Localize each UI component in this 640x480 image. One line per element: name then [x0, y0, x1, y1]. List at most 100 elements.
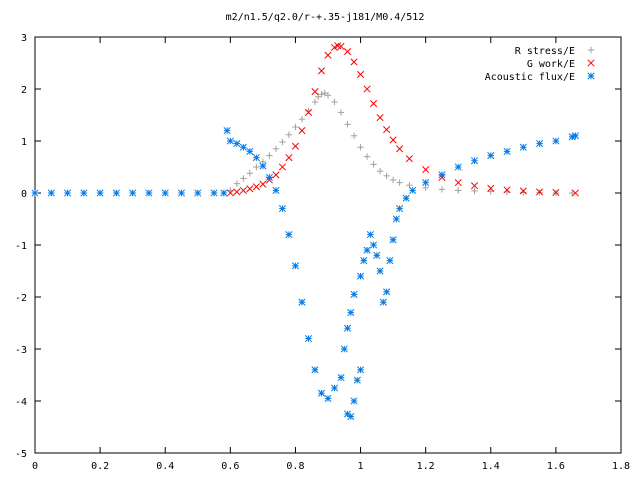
y-tick-label: -4 [15, 397, 27, 408]
data-point [396, 145, 404, 153]
series-2 [31, 127, 579, 421]
legend-label: R stress/E [515, 46, 575, 57]
data-point [503, 147, 511, 155]
data-point [357, 144, 364, 151]
data-point [246, 147, 254, 155]
data-point [470, 182, 479, 190]
data-point [161, 189, 169, 197]
data-point [220, 189, 228, 197]
x-tick-label: 1.8 [612, 461, 630, 472]
data-point [292, 123, 299, 131]
data-point [318, 91, 325, 98]
data-point [311, 88, 319, 96]
y-tick-label: -3 [15, 345, 27, 356]
x-tick-label: 1.6 [547, 461, 565, 472]
data-point [129, 189, 137, 197]
data-point [392, 215, 400, 223]
data-point [519, 143, 527, 151]
data-point [317, 67, 326, 75]
x-tick-label: 1 [358, 461, 364, 472]
y-tick-label: 3 [21, 33, 27, 44]
y-tick-label: -1 [15, 241, 27, 252]
data-point [304, 108, 313, 116]
legend-label: Acoustic flux/E [485, 72, 575, 83]
data-point [347, 309, 355, 317]
data-point [239, 186, 247, 194]
data-point [383, 288, 391, 296]
data-point [252, 183, 260, 191]
data-point [291, 142, 299, 150]
data-point [571, 189, 579, 197]
data-point [343, 48, 352, 56]
data-point [239, 143, 247, 151]
data-point [285, 231, 293, 239]
data-point [226, 137, 234, 145]
data-point [331, 98, 338, 106]
axes: 0 0.2 0.4 0.6 0.8 1 1.2 1.4 1.6 1.8 3 2 1 0 -1 -2 -3 -4 -5 [15, 33, 630, 472]
data-point [396, 179, 403, 186]
data-point [487, 152, 495, 160]
x-tick-label: 0 [32, 461, 38, 472]
data-point [112, 189, 120, 197]
data-point [552, 188, 560, 197]
data-point [265, 173, 273, 181]
data-point [272, 171, 280, 179]
data-point [337, 109, 345, 116]
x-tick-label: 0.4 [156, 461, 174, 472]
data-point [240, 175, 247, 182]
data-point [409, 186, 417, 194]
data-point [285, 131, 293, 138]
data-point [252, 154, 260, 162]
y-tick-label: -5 [15, 449, 27, 460]
data-point [233, 188, 241, 196]
data-point [455, 187, 462, 194]
legend-marker [587, 59, 595, 67]
data-point [353, 376, 361, 384]
data-point [438, 186, 446, 193]
data-point [177, 189, 186, 197]
data-point [321, 89, 328, 97]
data-point [422, 166, 430, 174]
data-point [379, 298, 387, 306]
data-point [389, 136, 397, 144]
x-tick-label: 0.8 [286, 461, 304, 472]
data-point [396, 205, 404, 213]
data-point [454, 163, 462, 171]
plot-frame [34, 36, 622, 454]
data-point [363, 153, 371, 160]
legend-marker [587, 72, 595, 80]
data-point [64, 189, 72, 197]
data-point [402, 194, 410, 202]
x-tick-label: 0.6 [221, 461, 239, 472]
legend-label: G work/E [527, 59, 575, 70]
y-tick-label: -2 [15, 293, 27, 304]
data-point [285, 154, 293, 162]
data-point [357, 272, 365, 280]
data-point [324, 51, 332, 59]
data-point [357, 366, 365, 374]
data-point [383, 172, 390, 180]
data-point [337, 374, 345, 382]
data-point [363, 85, 371, 93]
data-point [324, 394, 332, 402]
data-point [80, 189, 88, 197]
data-point [298, 115, 306, 123]
data-point [405, 155, 413, 163]
data-point [350, 58, 358, 66]
data-point [363, 246, 371, 254]
data-point [438, 171, 446, 179]
x-tick-label: 0.2 [91, 461, 109, 472]
data-point [210, 189, 218, 197]
data-point [278, 163, 286, 171]
data-point [311, 98, 319, 106]
data-point [279, 138, 286, 146]
data-point [471, 187, 478, 195]
data-point [536, 188, 544, 196]
data-point [330, 384, 339, 392]
data-point [233, 140, 241, 148]
series-layer [31, 42, 579, 421]
chart-title: m2/n1.5/q2.0/r-+.35-j181/M0.4/512 [226, 12, 425, 23]
data-point [383, 126, 391, 134]
data-point [373, 251, 381, 259]
data-point [422, 179, 430, 187]
